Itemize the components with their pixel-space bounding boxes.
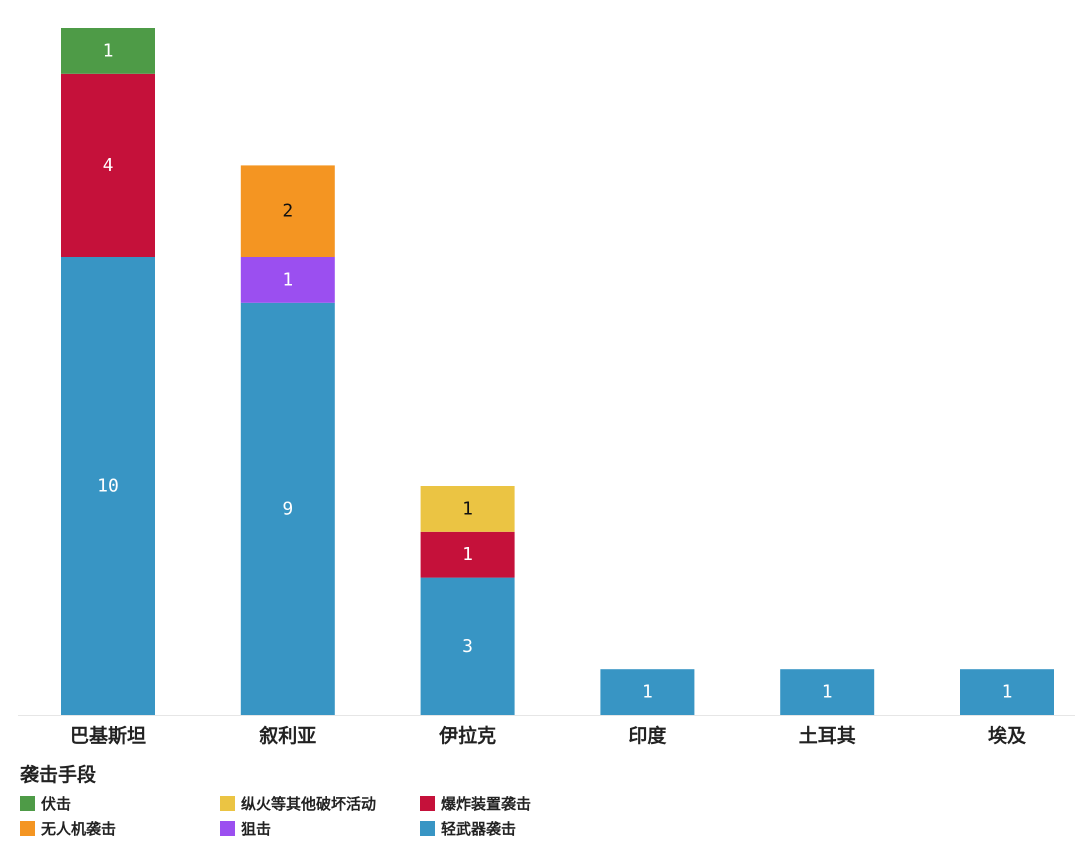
segment-value-label: 1 xyxy=(822,682,833,703)
bar-segment xyxy=(61,28,155,74)
segment-value-label: 1 xyxy=(103,40,114,61)
segment-value-label: 10 xyxy=(97,476,119,497)
segment-value-label: 4 xyxy=(103,155,114,176)
legend-label: 轻武器袭击 xyxy=(441,820,517,838)
legend-item: 无人机袭击 xyxy=(20,818,220,839)
category-label: 伊拉克 xyxy=(438,724,496,747)
segment-value-label: 1 xyxy=(1002,682,1013,703)
segment-value-labels: 10 4 1 9 1 2 3 1 1 1 1 1 xyxy=(97,40,1012,702)
legend: 袭击手段 伏击 纵火等其他破坏活动 爆炸装置袭击无人机袭击 狙击 轻武器袭击 xyxy=(20,760,720,839)
category-labels: 巴基斯坦 叙利亚 伊拉克 印度 土耳其 埃及 xyxy=(70,724,1027,747)
bar-segment xyxy=(420,486,515,532)
legend-label: 狙击 xyxy=(241,820,272,838)
legend-swatch xyxy=(20,796,35,811)
category-label: 印度 xyxy=(628,724,667,747)
segment-value-label: 1 xyxy=(642,682,653,703)
bar-segment xyxy=(420,577,515,715)
segment-value-label: 3 xyxy=(462,636,473,657)
bar-segment xyxy=(960,669,1054,715)
legend-swatch xyxy=(20,821,35,836)
bar-segment xyxy=(240,302,335,715)
legend-label: 无人机袭击 xyxy=(41,820,117,838)
segment-value-label: 1 xyxy=(282,269,293,290)
stacked-bar-chart: 10 4 1 9 1 2 3 1 1 1 1 1 巴基斯坦 叙利亚 伊拉克 印度 土耳其 埃及 xyxy=(18,28,1075,747)
segment-value-label: 2 xyxy=(282,201,293,222)
legend-title: 袭击手段 xyxy=(20,764,97,786)
legend-swatch xyxy=(220,796,235,811)
bar-segment xyxy=(61,257,155,715)
legend-item: 纵火等其他破坏活动 xyxy=(220,793,420,814)
legend-swatch xyxy=(220,821,235,836)
bar-segment xyxy=(600,669,695,715)
segment-value-label: 9 xyxy=(282,498,293,519)
legend-label: 爆炸装置袭击 xyxy=(441,795,532,813)
legend-swatch xyxy=(420,821,435,836)
bar-segment xyxy=(240,165,335,257)
category-label: 巴基斯坦 xyxy=(70,724,146,747)
legend-label: 伏击 xyxy=(41,795,72,813)
bar-segment xyxy=(780,669,875,715)
bar-segment xyxy=(61,73,155,257)
bar-segment xyxy=(240,257,335,303)
segment-value-label: 1 xyxy=(462,544,473,565)
legend-swatch xyxy=(420,796,435,811)
legend-item: 爆炸装置袭击 xyxy=(420,793,620,814)
bar-segment xyxy=(420,531,515,578)
legend-item: 轻武器袭击 xyxy=(420,818,620,839)
legend-items: 伏击 纵火等其他破坏活动 爆炸装置袭击无人机袭击 狙击 轻武器袭击 xyxy=(20,793,720,839)
category-label: 土耳其 xyxy=(799,725,856,747)
legend-label: 纵火等其他破坏活动 xyxy=(241,795,377,813)
legend-item: 伏击 xyxy=(20,793,220,814)
segment-value-label: 1 xyxy=(462,498,473,519)
legend-item: 狙击 xyxy=(220,818,420,839)
category-label: 叙利亚 xyxy=(259,724,316,747)
bar-segments xyxy=(61,28,1054,715)
category-label: 埃及 xyxy=(988,724,1027,747)
